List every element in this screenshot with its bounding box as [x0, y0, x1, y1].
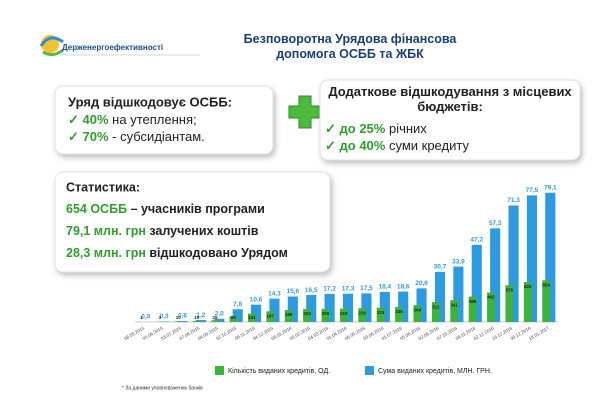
sum-label: 33,9 — [452, 258, 465, 265]
count-label: 216 — [358, 310, 366, 315]
count-bar — [193, 321, 201, 322]
right-item-text: суми кредиту — [389, 138, 469, 153]
count-label: 210 — [340, 311, 348, 316]
left-item-strong: 70% — [83, 129, 109, 144]
count-label: 398 — [469, 299, 477, 304]
sum-label: 57,3 — [489, 220, 502, 227]
stats-text: відшкодовано Урядом — [149, 246, 288, 260]
footnote: * За даними уповноважених банків — [122, 385, 203, 391]
left-item-text: - субсидіантам. — [112, 129, 205, 144]
left-item: ✓ 40% на утеплення; — [68, 112, 197, 127]
stats-line: 79,1 млн. грн залучених коштів — [66, 224, 259, 238]
stats-line: 654 ОСББ – учасників програми — [66, 202, 265, 216]
count-label: 15 — [194, 315, 200, 320]
slide-title: Безповоротна Урядова фінансова допомога … — [215, 32, 485, 62]
sum-label: 18,6 — [397, 283, 410, 290]
count-label: 25 — [213, 315, 219, 320]
sum-label: 10,6 — [250, 296, 263, 303]
sum-label: 77,5 — [526, 187, 539, 194]
count-label: 90 — [231, 315, 237, 320]
stats-title: Статистика: — [66, 180, 140, 194]
count-label: 10 — [176, 315, 182, 320]
count-label: 341 — [450, 302, 458, 307]
sum-label: 47,2 — [470, 237, 483, 244]
count-label: 654 — [542, 282, 550, 287]
count-label: 131 — [248, 315, 256, 320]
title-wrap: Безповоротна Урядова фінансова допомога … — [215, 32, 485, 72]
right-title-wrap: Додаткове відшкодування з місцевих бюдже… — [325, 84, 575, 120]
count-bar — [174, 321, 182, 322]
sum-label: 17,2 — [323, 286, 336, 293]
sum-label: 20,6 — [415, 280, 428, 287]
count-label: 206 — [322, 311, 330, 316]
stats-line: 28,3 млн. грн відшкодовано Урядом — [66, 246, 288, 260]
count-label: 462 — [487, 295, 495, 300]
right-item: ✓ до 40% суми кредиту — [325, 138, 469, 153]
count-label: 576 — [506, 287, 514, 292]
stats-strong: 654 ОСББ — [66, 202, 127, 216]
count-label: 264 — [414, 307, 422, 312]
sum-label: 30,7 — [434, 264, 447, 271]
sum-label: 79,1 — [544, 184, 557, 191]
sum-label: 16,5 — [305, 287, 318, 294]
sum-label: 17,5 — [360, 285, 373, 292]
count-label: 223 — [377, 310, 385, 315]
stats-text: залучених коштів — [149, 224, 258, 238]
right-item-text: річних — [389, 121, 427, 136]
count-label: 167 — [266, 314, 274, 319]
left-item-strong: 40% — [83, 112, 109, 127]
logo-text: Держенергоефективності — [62, 43, 163, 52]
left-box-title: Уряд відшкодовує ОСББ: — [68, 94, 232, 109]
legend-swatch — [365, 366, 374, 375]
count-label: 204 — [303, 311, 311, 316]
count-label: 189 — [285, 312, 293, 317]
count-label: 626 — [524, 284, 532, 289]
legend-label: Кількість виданих кредитів, ОД. — [228, 367, 330, 375]
stats-strong: 28,3 млн. грн — [66, 246, 146, 260]
right-item: ✓ до 25% річних — [325, 121, 427, 136]
sum-label: 17,3 — [342, 285, 355, 292]
sum-label: 7,8 — [233, 301, 242, 308]
sum-label: 18,4 — [378, 284, 391, 291]
count-bar — [211, 320, 219, 322]
stats-text: – учасників програми — [131, 202, 265, 216]
sum-label: 14,3 — [268, 290, 281, 297]
legend-label: Сума виданих кредитів, МЛН. ГРН. — [378, 367, 492, 375]
sum-label: 71,3 — [507, 197, 520, 204]
left-item-text: на утеплення; — [112, 112, 196, 127]
right-box-title: Додаткове відшкодування з місцевих бюдже… — [325, 84, 575, 114]
legend-swatch — [215, 366, 224, 375]
left-item: ✓ 70% - субсидіантам. — [68, 129, 205, 144]
sum-label: 15,6 — [287, 288, 300, 295]
count-label: 311 — [432, 304, 440, 309]
stats-strong: 79,1 млн. грн — [66, 224, 146, 238]
count-label: 236 — [395, 309, 403, 314]
right-item-strong: до 40% — [340, 138, 386, 153]
right-item-strong: до 25% — [340, 121, 386, 136]
